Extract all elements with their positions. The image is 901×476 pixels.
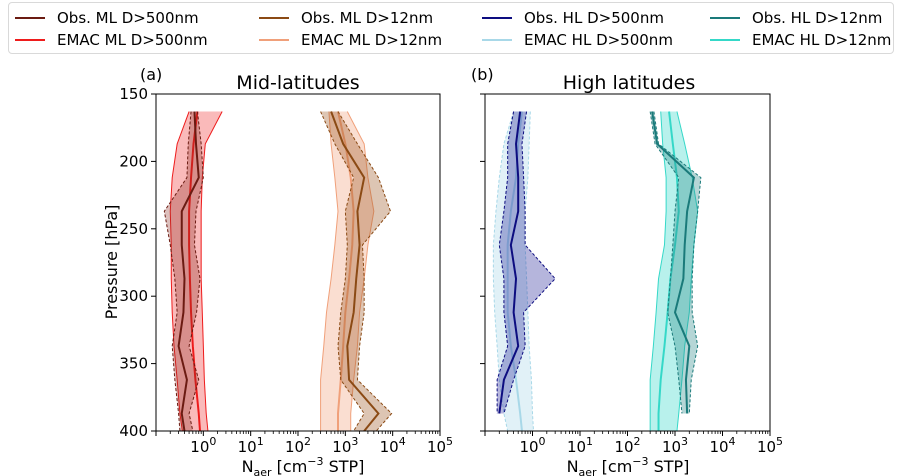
legend: Obs. ML D>500nm EMAC ML D>500nm Obs. ML …	[8, 2, 894, 54]
range-band	[170, 111, 223, 431]
band-lower-edge	[163, 111, 192, 431]
legend-item: EMAC HL D>500nm	[482, 30, 673, 50]
range-band	[650, 111, 698, 431]
x-tick-label: 102	[285, 435, 311, 456]
legend-item: Obs. HL D>12nm	[710, 8, 882, 28]
band-upper-edge	[676, 111, 699, 431]
band-lower-edge	[320, 111, 339, 431]
x-tick-label: 103	[662, 435, 688, 456]
range-band	[497, 111, 556, 414]
x-tick-label: 102	[614, 435, 640, 456]
legend-swatch	[710, 39, 740, 41]
x-tick-label: 103	[332, 435, 358, 456]
y-tick-label: 150	[119, 85, 148, 103]
legend-item: Obs. ML D>500nm	[15, 8, 199, 28]
series-emac-ml-d-500nm	[169, 111, 223, 431]
x-tick-label: 101	[238, 435, 264, 456]
band-lower-edge	[492, 111, 515, 431]
y-tick-label: 350	[119, 355, 148, 373]
legend-swatch	[482, 17, 512, 19]
panel-label: (b)	[471, 65, 494, 84]
x-tick-label: 105	[757, 435, 783, 456]
x-tick-label: 104	[380, 435, 406, 456]
band-lower-edge	[496, 111, 515, 414]
x-tick-label: 101	[567, 435, 593, 456]
y-tick-label: 300	[119, 287, 148, 305]
series-obs-hl-d-500nm	[496, 111, 556, 414]
y-axis-label: Pressure [hPa]	[102, 205, 121, 320]
band-upper-edge	[524, 111, 535, 431]
x-tick-label: 104	[709, 435, 735, 456]
legend-item: Obs. HL D>500nm	[482, 8, 664, 28]
legend-label: Obs. ML D>500nm	[57, 9, 199, 27]
x-tick-label: 100	[519, 435, 545, 456]
legend-label: EMAC ML D>500nm	[57, 31, 208, 49]
median-line	[498, 111, 522, 414]
chart-title: High latitudes	[563, 72, 696, 94]
y-tick-label: 200	[119, 152, 148, 170]
y-tick-label: 250	[119, 220, 148, 238]
series-obs-hl-d-12nm	[649, 111, 702, 414]
band-upper-edge	[337, 111, 393, 431]
median-line	[651, 111, 695, 414]
series-obs-ml-d-500nm	[163, 111, 204, 431]
x-tick-label: 100	[190, 435, 216, 456]
legend-label: EMAC HL D>500nm	[524, 31, 673, 49]
band-upper-edge	[503, 111, 556, 414]
legend-item: EMAC ML D>500nm	[15, 30, 208, 50]
legend-label: Obs. HL D>500nm	[524, 9, 664, 27]
legend-label: Obs. HL D>12nm	[752, 9, 883, 27]
panel-label: (a)	[140, 65, 162, 84]
band-lower-edge	[649, 111, 683, 414]
band-upper-edge	[188, 111, 204, 431]
legend-swatch	[259, 17, 289, 19]
band-lower-edge	[649, 111, 667, 431]
legend-item: EMAC ML D>12nm	[259, 30, 442, 50]
series-obs-ml-d-12nm	[320, 111, 393, 431]
x-tick-label: 105	[427, 435, 453, 456]
median-line	[177, 111, 200, 431]
legend-label: EMAC ML D>12nm	[301, 31, 443, 49]
x-axis-label: Naer [cm−3 STP]	[567, 455, 690, 476]
legend-item: EMAC HL D>12nm	[710, 30, 891, 50]
legend-label: EMAC HL D>12nm	[752, 31, 892, 49]
x-axis-label: Naer [cm−3 STP]	[242, 455, 365, 476]
band-upper-edge	[653, 111, 702, 414]
range-band	[650, 111, 701, 414]
panel-mid-latitudes: (a) Mid-latitudes Pressure [hPa] Naer [c…	[102, 65, 453, 476]
band-lower-edge	[169, 111, 190, 431]
legend-swatch	[15, 17, 45, 19]
band-upper-edge	[200, 111, 223, 431]
band-lower-edge	[320, 111, 365, 431]
chart-title: Mid-latitudes	[236, 72, 359, 94]
plot-area	[163, 111, 393, 431]
legend-item: Obs. ML D>12nm	[259, 8, 433, 28]
range-band	[493, 111, 534, 431]
median-line	[337, 111, 355, 431]
y-tick-label: 400	[119, 422, 148, 440]
legend-swatch	[710, 17, 740, 19]
panel-high-latitudes: (b) High latitudes Naer [cm−3 STP] 100 10…	[471, 65, 783, 476]
legend-swatch	[259, 39, 289, 41]
legend-swatch	[482, 39, 512, 41]
median-line	[330, 111, 380, 431]
median-line	[188, 111, 201, 431]
legend-label: Obs. ML D>12nm	[301, 9, 434, 27]
legend-swatch	[15, 39, 45, 41]
plot-area	[492, 111, 702, 431]
